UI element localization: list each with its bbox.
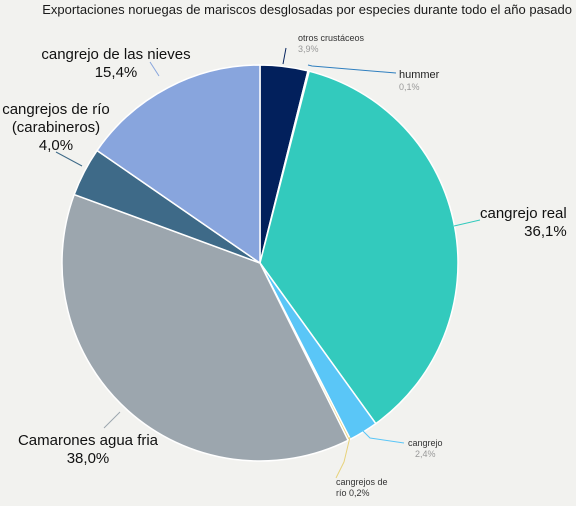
label-real-pct: 36,1% bbox=[524, 223, 567, 240]
chart-title: Exportaciones noruegas de mariscos desgl… bbox=[42, 2, 572, 17]
label-otros-crustaceos: otros crustáceos 3,9% bbox=[298, 33, 364, 55]
label-hummer-name: hummer bbox=[399, 69, 440, 81]
label-camarones-pct: 38,0% bbox=[66, 450, 110, 467]
label-carab-name-1: cangrejos de río bbox=[2, 101, 110, 118]
label-carab-name-2: (carabineros) bbox=[11, 119, 101, 136]
label-real-name: cangrejo real bbox=[480, 205, 567, 222]
label-otros-name: otros crustáceos bbox=[298, 33, 365, 43]
leader-camarones bbox=[103, 411, 121, 429]
leader-otros bbox=[282, 47, 287, 65]
label-cangrejo-pct: 2,4% bbox=[415, 448, 436, 459]
label-hummer: hummer 0,1% bbox=[399, 69, 439, 93]
label-nieves-pct: 15,4% bbox=[94, 64, 138, 81]
label-cangrejo: cangrejo 2,4% bbox=[408, 438, 443, 460]
label-carab-pct: 4,0% bbox=[38, 137, 74, 154]
label-cangrejo-real: cangrejo real 36,1% bbox=[480, 205, 567, 241]
label-nieves-name: cangrejo de las nieves bbox=[41, 46, 191, 63]
label-otros-pct: 3,9% bbox=[298, 43, 319, 54]
pie-slice-5 bbox=[61, 193, 350, 462]
leader-carab bbox=[55, 151, 83, 167]
label-hummer-pct: 0,1% bbox=[399, 82, 420, 93]
label-cangrejo-nieves: cangrejo de las nieves 15,4% bbox=[36, 46, 196, 82]
leader-nieves bbox=[149, 61, 160, 77]
label-rio-name-1: cangrejos de bbox=[336, 477, 388, 487]
label-rio-name-2: río 0,2% bbox=[336, 487, 370, 498]
leader-cangrejo bbox=[361, 429, 405, 444]
leader-rio bbox=[335, 436, 351, 479]
pie-slice-7 bbox=[96, 64, 261, 265]
label-cangrejos-de-rio: cangrejos de río 0,2% bbox=[336, 477, 388, 499]
leader-hummer bbox=[307, 64, 397, 74]
label-camarones-name: Camarones agua fria bbox=[17, 432, 159, 449]
leader-real bbox=[453, 219, 481, 227]
label-carabineros: cangrejos de río (carabineros) 4,0% bbox=[0, 101, 112, 155]
label-cangrejo-name: cangrejo bbox=[408, 438, 443, 448]
label-camarones: Camarones agua fria 38,0% bbox=[8, 432, 168, 468]
